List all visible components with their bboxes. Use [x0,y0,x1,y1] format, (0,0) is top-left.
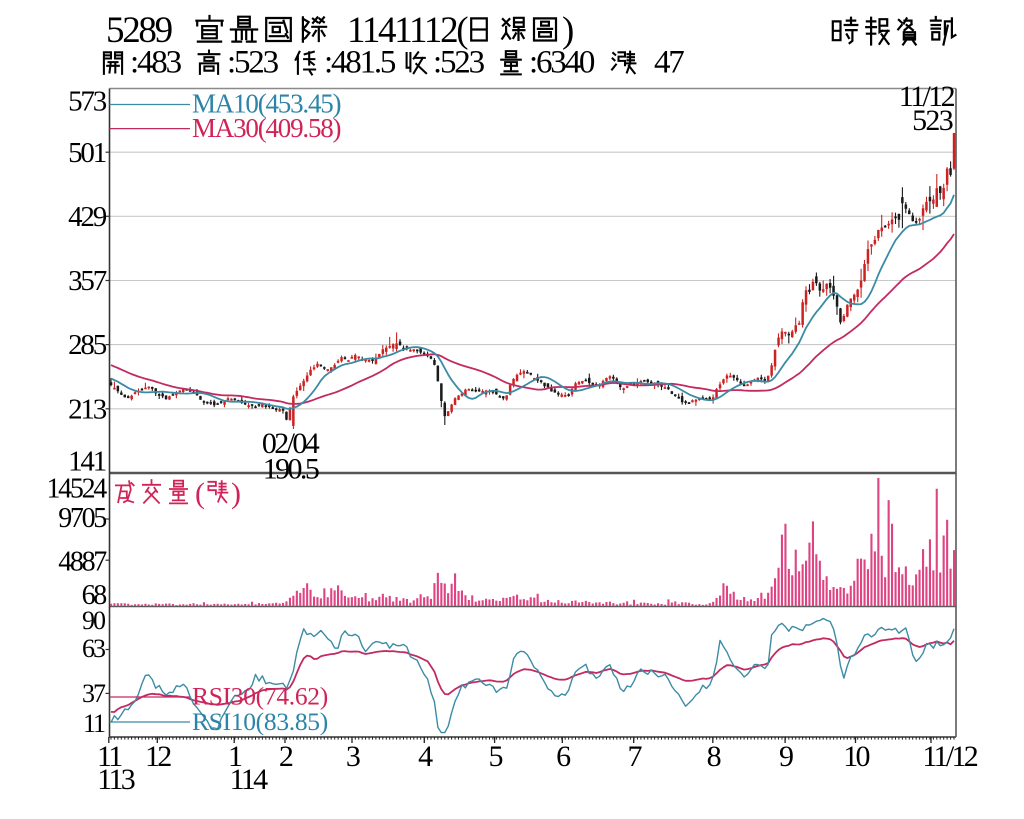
svg-text:8: 8 [707,740,721,773]
svg-text:5: 5 [488,740,502,773]
svg-text:11: 11 [83,709,105,738]
svg-text:3: 3 [346,740,360,773]
svg-text:63: 63 [82,634,105,663]
svg-text:MA10(453.45): MA10(453.45) [192,89,341,119]
svg-text:MA30(409.58): MA30(409.58) [192,113,341,143]
svg-text:RSI10(83.85): RSI10(83.85) [192,707,328,736]
svg-text:141: 141 [68,446,106,478]
svg-text:429: 429 [68,201,107,233]
svg-text::523: :523 [227,45,279,81]
svg-text:11/12: 11/12 [899,80,955,113]
svg-text::523: :523 [433,45,485,81]
svg-text:114: 114 [230,763,268,796]
svg-text:47: 47 [654,45,684,81]
svg-text:113: 113 [97,763,134,796]
svg-text:5289: 5289 [106,10,172,51]
svg-text:11: 11 [97,740,122,773]
svg-text:2: 2 [279,740,293,773]
svg-text::483: :483 [130,45,182,81]
svg-text::481.5: :481.5 [324,45,396,81]
svg-text:9: 9 [779,740,793,773]
svg-text:): ) [562,10,574,51]
svg-text:10: 10 [843,740,869,773]
svg-text:(: ( [195,477,205,510]
svg-text:02/04: 02/04 [262,427,320,460]
svg-text:68: 68 [82,580,107,611]
svg-text:37: 37 [82,679,106,708]
svg-text:14524: 14524 [46,474,107,505]
svg-text::6340: :6340 [529,45,595,81]
svg-text:11/12: 11/12 [922,740,977,773]
svg-text:285: 285 [68,329,107,361]
svg-text:9705: 9705 [58,503,106,534]
svg-text:12: 12 [145,740,171,773]
svg-text:1141112(: 1141112( [347,10,468,51]
svg-text:523: 523 [912,104,953,137]
svg-text:4887: 4887 [58,546,107,577]
svg-text:90: 90 [82,606,106,635]
svg-text:190.5: 190.5 [263,453,319,486]
svg-text:RSI30(74.62): RSI30(74.62) [192,682,328,711]
svg-text:357: 357 [68,265,107,297]
svg-text:573: 573 [68,85,107,117]
svg-text:): ) [231,477,241,510]
svg-text:501: 501 [68,137,106,169]
svg-text:213: 213 [68,393,107,425]
